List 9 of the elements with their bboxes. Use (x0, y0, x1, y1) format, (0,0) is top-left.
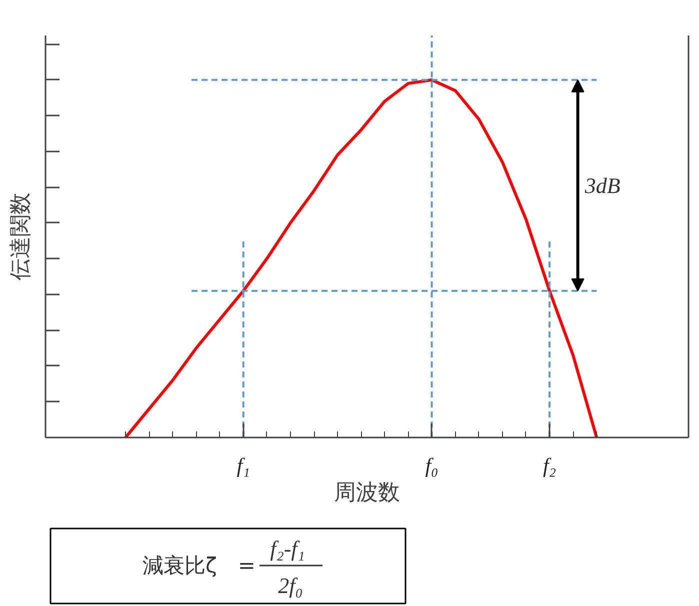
x-tick-label: f₀ (425, 454, 438, 478)
text: f₂-f₁ (270, 536, 305, 561)
text: 減衰比ζ = (142, 554, 256, 578)
text: 2f₀ (278, 573, 303, 598)
x-axis-title: 周波数 (334, 480, 400, 506)
x-tick-label: f₁ (236, 454, 250, 478)
annotation: 3dB (584, 172, 620, 198)
x-tick-label: f₂ (542, 454, 556, 478)
y-axis-title: 伝達関数 (8, 192, 34, 280)
